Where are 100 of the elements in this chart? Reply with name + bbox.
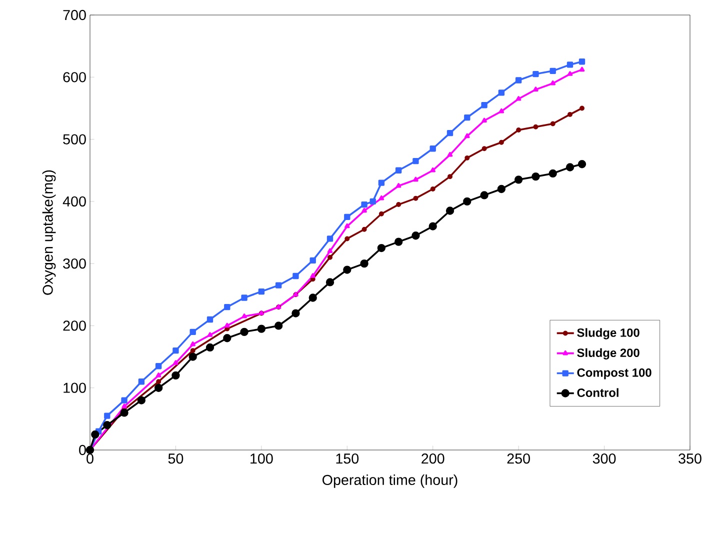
- point: [412, 232, 420, 240]
- point: [580, 106, 584, 111]
- point: [224, 322, 230, 328]
- point: [275, 282, 282, 288]
- point: [344, 223, 350, 228]
- x-tick-label: 150: [336, 454, 359, 464]
- point: [310, 257, 316, 264]
- point: [482, 118, 487, 123]
- point: [155, 363, 162, 370]
- legend-label: Control: [577, 388, 618, 397]
- point: [224, 304, 230, 310]
- point: [566, 163, 574, 172]
- point: [257, 324, 266, 333]
- point: [550, 68, 556, 74]
- point: [377, 244, 386, 252]
- point: [568, 112, 572, 117]
- y-tick-label: 200: [63, 320, 86, 331]
- point: [91, 430, 100, 439]
- y-tick-label: 700: [63, 10, 86, 20]
- point: [121, 397, 128, 404]
- point: [172, 371, 180, 380]
- point: [122, 404, 127, 408]
- y-tick-label: 600: [63, 72, 86, 82]
- x-tick-label: 350: [678, 454, 702, 464]
- point: [482, 146, 487, 152]
- point: [567, 71, 573, 76]
- point: [395, 167, 402, 174]
- point: [396, 202, 402, 208]
- point: [498, 140, 504, 145]
- point: [430, 146, 436, 152]
- point: [360, 259, 368, 268]
- y-tick-label: 500: [63, 134, 86, 144]
- point: [464, 155, 470, 160]
- point: [548, 169, 557, 178]
- point: [446, 206, 454, 215]
- point: [274, 322, 283, 330]
- legend-label: Sludge 200: [577, 348, 640, 360]
- y-axis-title: Oxygen uptake(mg): [42, 170, 56, 295]
- point: [412, 158, 419, 164]
- point: [190, 328, 196, 336]
- point: [446, 130, 454, 136]
- point: [292, 272, 299, 280]
- point: [497, 184, 506, 194]
- y-tick-label: 400: [62, 196, 86, 207]
- point: [550, 80, 556, 86]
- point: [428, 222, 437, 230]
- point: [413, 196, 418, 201]
- point: [480, 191, 488, 200]
- point: [370, 198, 376, 205]
- legend-label: Compost 100: [577, 368, 652, 380]
- point: [258, 288, 265, 295]
- point: [464, 133, 470, 138]
- x-tick-label: 250: [507, 454, 530, 464]
- point: [190, 348, 196, 354]
- point: [104, 412, 110, 419]
- point: [578, 58, 586, 65]
- point: [578, 160, 586, 168]
- point: [207, 332, 213, 337]
- point: [516, 96, 522, 101]
- point: [481, 102, 488, 108]
- point: [328, 254, 332, 260]
- point: [550, 121, 556, 126]
- point: [241, 294, 248, 301]
- point: [378, 211, 384, 216]
- x-tick-label: 100: [250, 454, 273, 464]
- point: [396, 183, 402, 188]
- point: [533, 124, 538, 130]
- point: [498, 90, 505, 96]
- point: [308, 294, 317, 302]
- point: [378, 180, 385, 186]
- point: [206, 343, 214, 352]
- point: [190, 341, 196, 346]
- point: [188, 352, 197, 361]
- x-tick-label: 0: [86, 454, 94, 464]
- point: [138, 378, 145, 385]
- point: [362, 208, 367, 213]
- point: [448, 174, 452, 180]
- point: [514, 176, 523, 184]
- point: [154, 384, 163, 392]
- point: [464, 114, 470, 121]
- point: [326, 236, 334, 242]
- point: [172, 347, 179, 354]
- point: [566, 62, 574, 68]
- point: [515, 77, 522, 84]
- point: [223, 334, 232, 342]
- point: [463, 197, 472, 206]
- point: [240, 328, 248, 336]
- point: [326, 278, 334, 286]
- point: [498, 108, 504, 114]
- point: [362, 226, 367, 232]
- point: [156, 379, 162, 384]
- y-tick-label: 300: [63, 258, 86, 269]
- point: [532, 70, 539, 78]
- point: [533, 86, 538, 92]
- point: [344, 236, 350, 242]
- x-tick-label: 300: [592, 454, 616, 464]
- point: [430, 167, 436, 172]
- y-tick-label: 0: [79, 444, 86, 456]
- point: [292, 309, 300, 318]
- y-tick-label: 100: [64, 382, 86, 393]
